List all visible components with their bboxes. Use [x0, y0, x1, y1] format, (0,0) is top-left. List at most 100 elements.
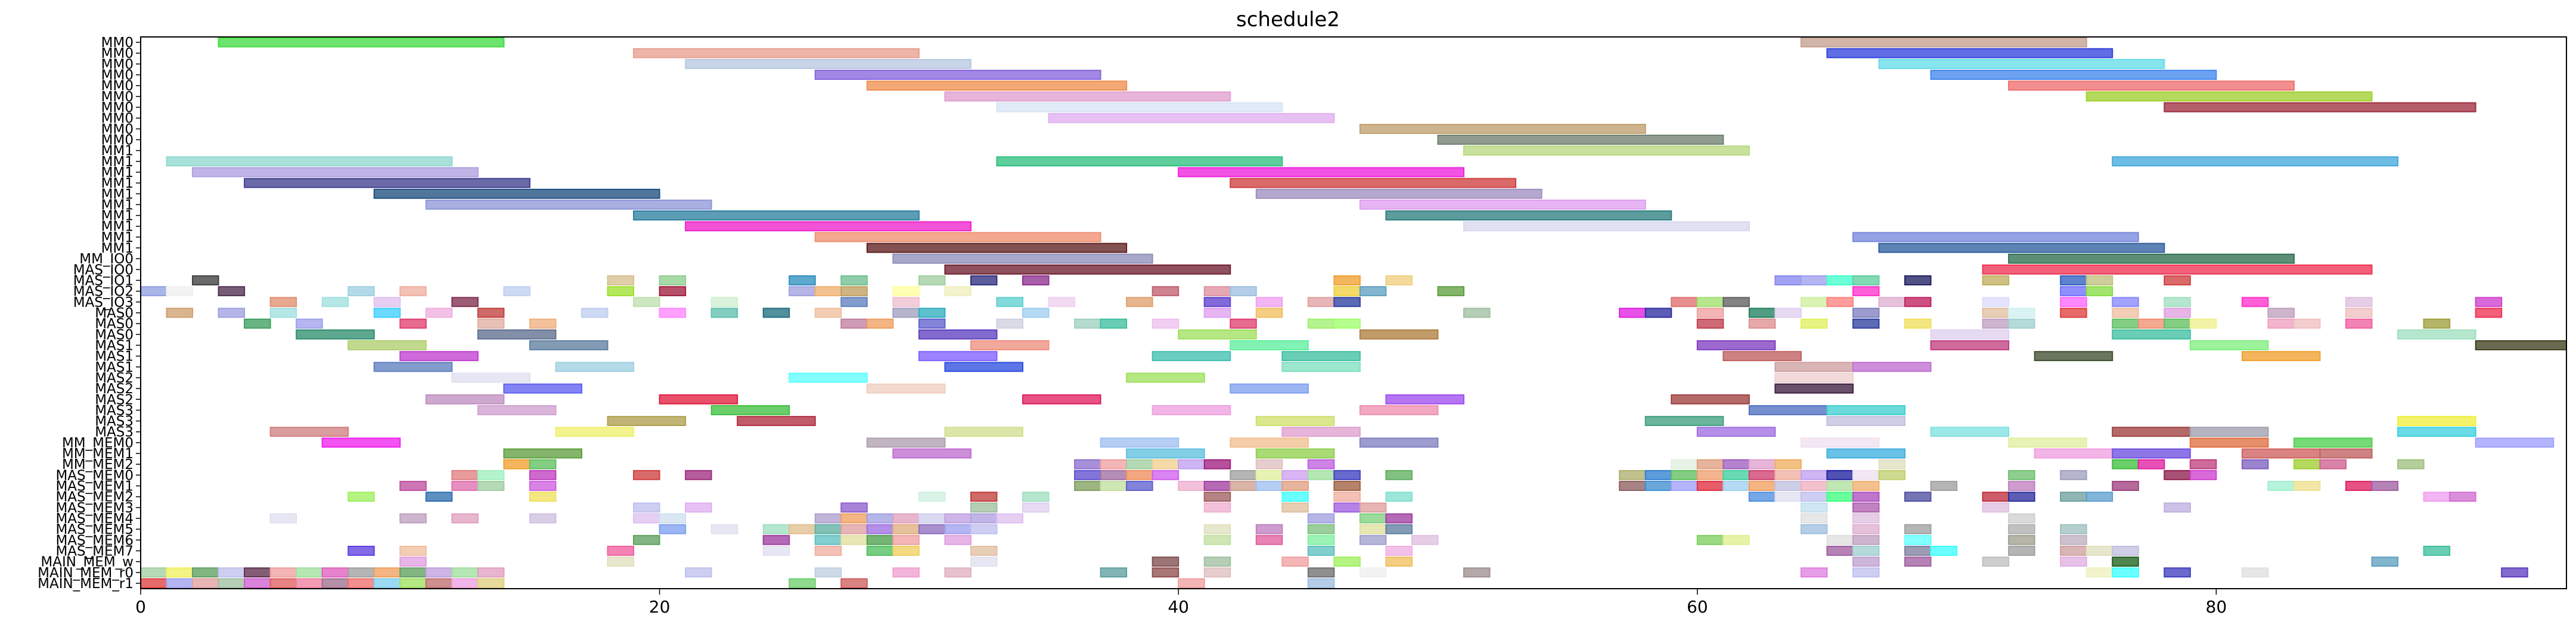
- task-bar: [1022, 307, 1050, 318]
- task-bar: [1255, 448, 1335, 459]
- task-bar: [1203, 481, 1231, 491]
- task-bar: [1463, 145, 1750, 156]
- task-bar: [1100, 470, 1128, 480]
- task-bar: [685, 221, 972, 232]
- y-tick-label: MM1: [101, 186, 134, 202]
- task-bar: [1230, 178, 1517, 188]
- task-bar: [996, 297, 1023, 307]
- task-bar: [1696, 340, 1776, 350]
- task-bar: [425, 394, 505, 405]
- task-bar: [789, 524, 816, 534]
- task-bar: [840, 502, 868, 513]
- task-bar: [321, 567, 349, 578]
- task-bar: [1359, 567, 1387, 578]
- task-bar: [296, 318, 323, 329]
- task-bar: [1230, 318, 1257, 329]
- task-bar: [1411, 534, 1439, 545]
- task-bar: [2085, 567, 2113, 578]
- task-bar: [918, 513, 946, 524]
- task-bar: [1800, 513, 1828, 524]
- task-bar: [1230, 286, 1257, 297]
- task-bar: [425, 199, 712, 210]
- y-tick-label: MAS1: [95, 360, 134, 375]
- task-bar: [1748, 459, 1776, 470]
- task-bar: [1774, 459, 1802, 470]
- task-bar: [1281, 557, 1309, 567]
- task-bar: [2475, 437, 2555, 448]
- task-bar: [710, 307, 738, 318]
- task-bar: [2112, 318, 2139, 329]
- y-tick-label: MM0: [101, 122, 134, 137]
- task-bar: [866, 80, 1128, 91]
- task-bar: [1022, 502, 1050, 513]
- task-bar: [1982, 307, 2010, 318]
- task-bar: [1878, 297, 1906, 307]
- y-tick-label: MAS_MEM4: [55, 511, 134, 527]
- task-bar: [269, 578, 297, 589]
- task-bar: [1359, 524, 1387, 534]
- task-bar: [2008, 546, 2035, 556]
- task-bar: [2137, 459, 2165, 470]
- task-bar: [1152, 351, 1231, 362]
- task-bar: [1281, 481, 1309, 491]
- task-bar: [399, 351, 479, 362]
- task-bar: [762, 524, 790, 534]
- task-bar: [1385, 275, 1413, 285]
- task-bar: [918, 524, 946, 534]
- task-bar: [1826, 297, 1854, 307]
- task-bar: [2112, 307, 2139, 318]
- task-bar: [944, 91, 1231, 102]
- task-bar: [321, 297, 349, 307]
- task-bar: [970, 557, 998, 567]
- task-bar: [1748, 470, 1776, 480]
- task-bar: [944, 362, 1023, 372]
- task-bar: [2293, 481, 2321, 491]
- task-bar: [399, 513, 427, 524]
- task-bar: [1852, 502, 1880, 513]
- task-bar: [1178, 459, 1205, 470]
- task-bar: [1826, 275, 1854, 285]
- y-tick-label: MAS0: [95, 327, 134, 343]
- y-tick-label: MAIN_MEM_r1: [38, 576, 134, 592]
- task-bar: [840, 534, 868, 545]
- task-bar: [2241, 459, 2269, 470]
- task-bar: [1203, 492, 1231, 502]
- task-bar: [944, 567, 972, 578]
- task-bar: [425, 578, 453, 589]
- task-bar: [1904, 534, 1932, 545]
- task-bar: [477, 307, 505, 318]
- task-bar: [1359, 199, 1646, 210]
- y-tick-label: MM0: [101, 46, 134, 61]
- task-bar: [529, 340, 609, 350]
- task-bar: [1333, 297, 1361, 307]
- task-bar: [2060, 470, 2087, 480]
- task-bar: [269, 513, 297, 524]
- task-bar: [1333, 318, 1361, 329]
- task-bar: [944, 286, 972, 297]
- task-bar: [840, 275, 868, 285]
- task-bar: [1748, 481, 1776, 491]
- task-bar: [1696, 307, 1724, 318]
- task-bar: [2267, 481, 2295, 491]
- task-bar: [1255, 470, 1283, 480]
- task-bar: [2397, 416, 2476, 427]
- task-bar: [296, 567, 323, 578]
- task-bar: [1671, 297, 1698, 307]
- task-bar: [1852, 557, 1880, 567]
- task-bar: [1619, 481, 1646, 491]
- task-bar: [1982, 318, 2010, 329]
- task-bar: [1359, 123, 1646, 134]
- task-bar: [1800, 297, 1828, 307]
- task-bar: [814, 232, 1101, 243]
- task-bar: [1774, 481, 1802, 491]
- task-bar: [1930, 329, 2010, 340]
- task-bar: [1281, 362, 1361, 372]
- task-bar: [1722, 459, 1750, 470]
- task-bar: [2293, 459, 2321, 470]
- task-bar: [789, 372, 868, 383]
- task-bar: [477, 578, 505, 589]
- task-bar: [970, 546, 998, 556]
- task-bar: [918, 329, 998, 340]
- task-bar: [1671, 481, 1698, 491]
- task-bar: [1152, 557, 1180, 567]
